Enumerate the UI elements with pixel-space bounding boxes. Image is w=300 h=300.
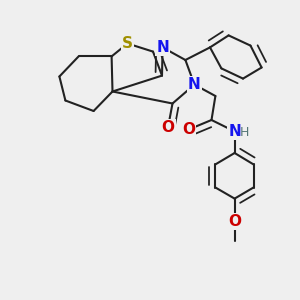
Text: N: N — [228, 124, 241, 139]
Text: H: H — [239, 126, 249, 140]
Text: O: O — [182, 122, 195, 137]
Text: O: O — [161, 120, 175, 135]
Text: S: S — [122, 36, 133, 51]
Text: N: N — [188, 77, 201, 92]
Text: O: O — [228, 214, 241, 229]
Text: N: N — [156, 40, 169, 55]
